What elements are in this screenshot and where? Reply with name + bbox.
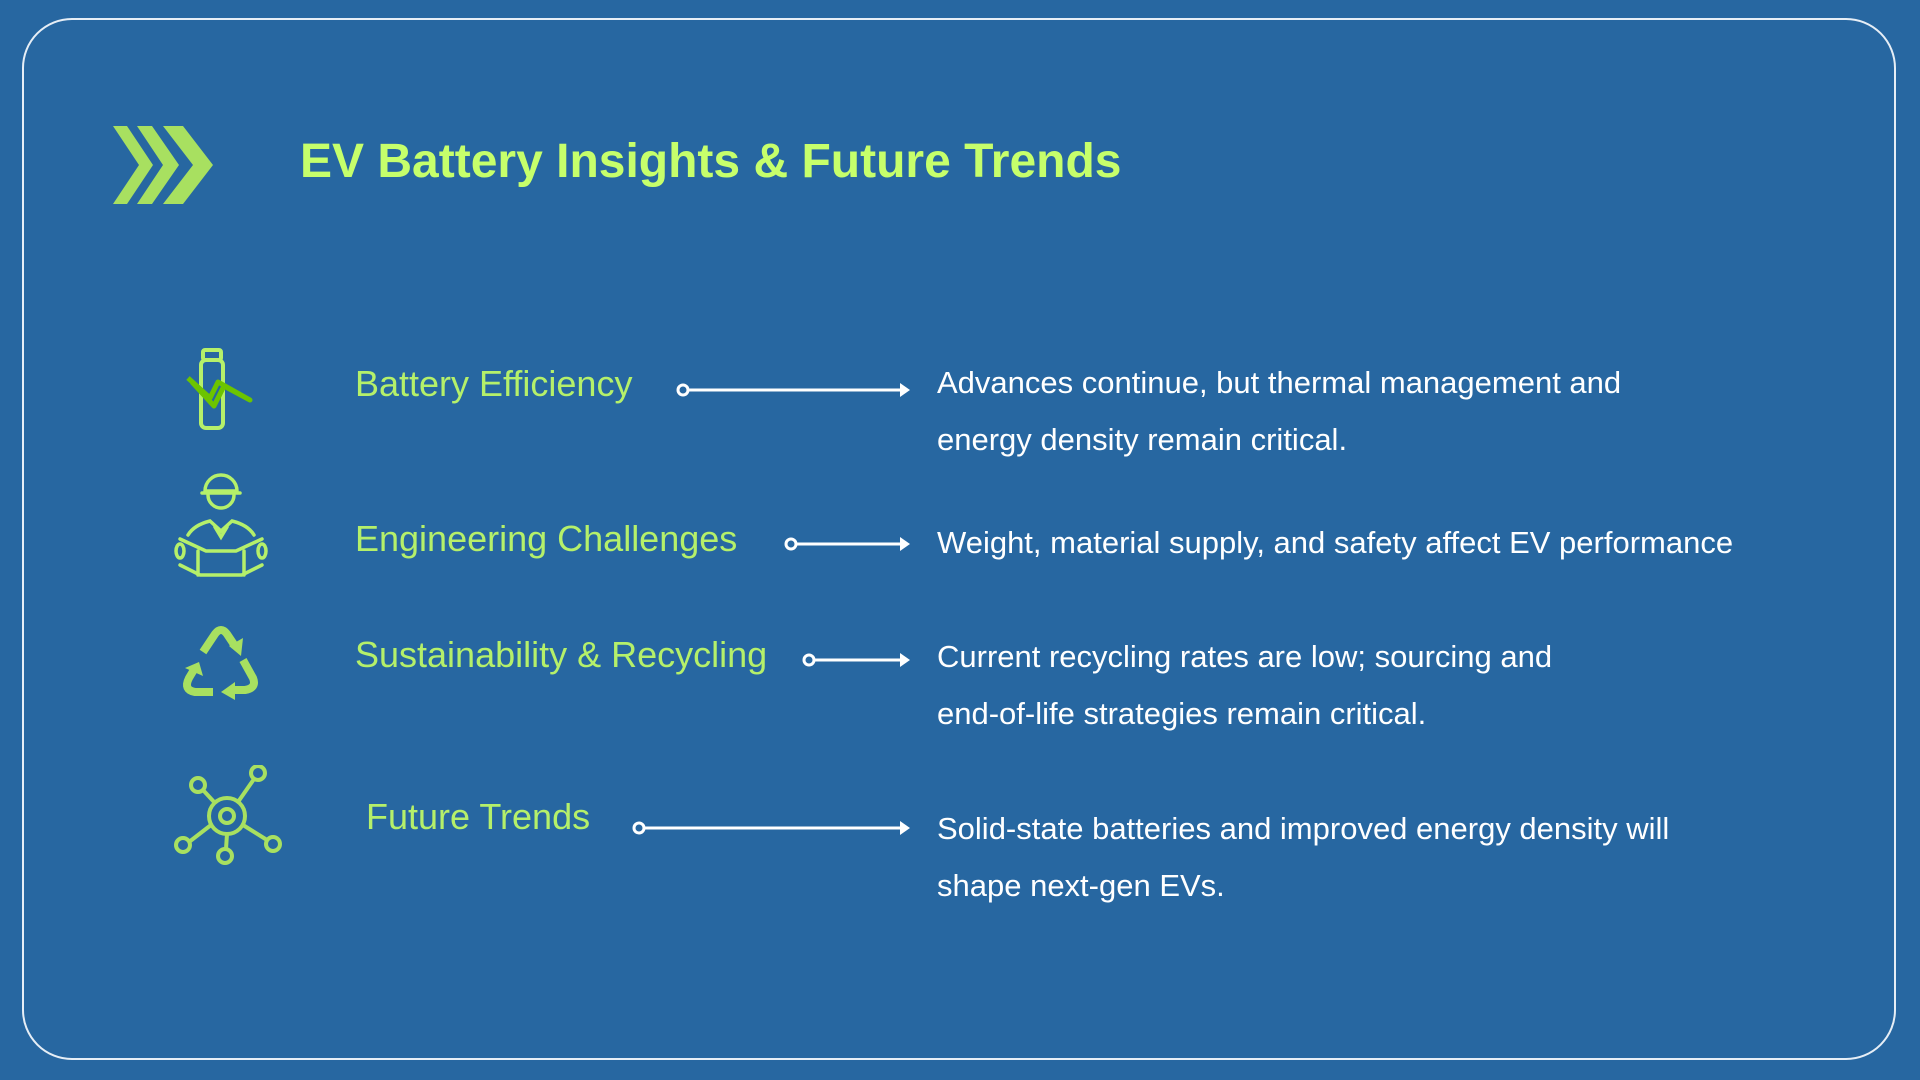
- description-line: Advances continue, but thermal managemen…: [937, 365, 1622, 400]
- description-line: Current recycling rates are low; sourcin…: [937, 639, 1553, 674]
- row-label-future-trends: Future Trends: [366, 796, 591, 837]
- battery-bolt-icon: [186, 348, 253, 430]
- row-label-engineering-challenges: Engineering Challenges: [355, 518, 738, 559]
- chevrons-icon: [113, 126, 213, 204]
- description-line: end-of-life strategies remain critical.: [937, 696, 1427, 731]
- row-description: Advances continue, but thermal managemen…: [937, 354, 1621, 468]
- network-hub-icon: [174, 765, 282, 865]
- row-description: Solid-state batteries and improved energ…: [937, 800, 1669, 914]
- row-label-sustainability-recycling: Sustainability & Recycling: [355, 634, 768, 675]
- description-line: Weight, material supply, and safety affe…: [937, 525, 1734, 560]
- description-line: Solid-state batteries and improved energ…: [937, 811, 1670, 846]
- connector-arrow: [802, 653, 910, 667]
- connector-arrow: [632, 821, 910, 835]
- slide-frame: [22, 18, 1896, 1060]
- row-description: Current recycling rates are low; sourcin…: [937, 628, 1552, 742]
- page-title: EV Battery Insights & Future Trends: [300, 135, 1122, 188]
- row-description: Weight, material supply, and safety affe…: [937, 514, 1733, 571]
- connector-arrow: [784, 537, 910, 551]
- connector-arrow: [676, 383, 910, 397]
- engineer-icon: [174, 473, 268, 577]
- row-label-battery-efficiency: Battery Efficiency: [355, 363, 633, 404]
- recycle-icon: [183, 626, 258, 700]
- description-line: shape next-gen EVs.: [937, 868, 1225, 903]
- description-line: energy density remain critical.: [937, 422, 1348, 457]
